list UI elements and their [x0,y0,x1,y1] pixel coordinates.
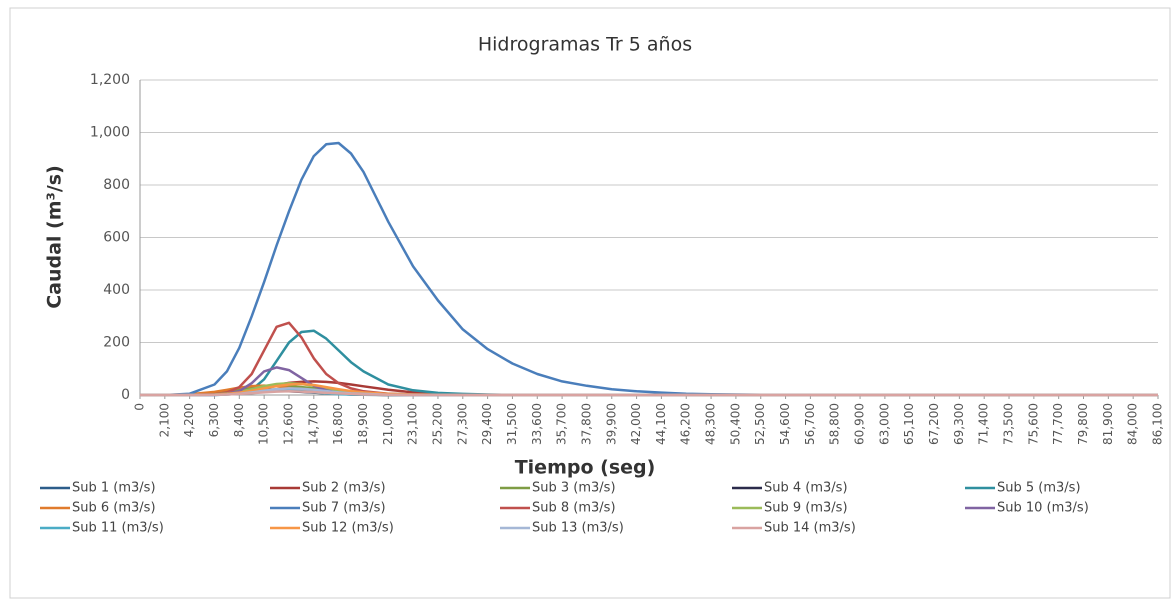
y-tick-label: 1,200 [90,72,130,88]
legend-label: Sub 10 (m3/s) [997,501,1089,516]
x-tick-label: 65,100 [902,403,916,445]
series-line [140,390,1158,397]
x-tick-label: 14,700 [306,403,320,445]
y-tick-label: 1,000 [90,125,130,141]
x-tick-label: 6,300 [207,403,221,437]
x-tick-label: 75,600 [1026,403,1040,445]
x-tick-label: 60,900 [853,403,867,445]
x-tick-label: 39,900 [604,403,618,445]
y-tick-label: 200 [103,335,130,351]
x-tick-label: 16,800 [331,403,345,445]
legend-label: Sub 6 (m3/s) [72,501,156,516]
x-tick-label: 18,900 [356,403,370,445]
x-tick-label: 12,600 [281,403,295,445]
x-tick-label: 86,100 [1151,403,1165,445]
legend-label: Sub 4 (m3/s) [764,481,848,496]
x-tick-label: 52,500 [753,403,767,445]
x-tick-label: 48,300 [704,403,718,445]
x-tick-label: 42,000 [629,403,643,445]
chart-border [9,7,1171,599]
x-tick-label: 27,300 [455,403,469,445]
x-tick-label: 44,100 [654,403,668,445]
x-tick-label: 21,000 [381,403,395,445]
x-tick-label: 63,000 [877,403,891,445]
legend-label: Sub 3 (m3/s) [532,481,616,496]
y-tick-label: 400 [103,282,130,298]
x-tick-label: 37,800 [579,403,593,445]
x-tick-label: 58,800 [828,403,842,445]
legend-label: Sub 9 (m3/s) [764,501,848,516]
legend-label: Sub 1 (m3/s) [72,481,156,496]
x-tick-label: 46,200 [679,403,693,445]
legend-label: Sub 5 (m3/s) [997,481,1081,496]
legend-label: Sub 8 (m3/s) [532,501,616,516]
y-axis-title: Caudal (m³/s) [44,165,66,309]
y-tick-label: 600 [103,230,130,246]
x-tick-label: 2,100 [157,403,171,437]
y-tick-label: 800 [103,177,130,193]
x-tick-label: 73,500 [1002,403,1016,445]
x-tick-label: 10,500 [257,403,271,445]
x-tick-label: 8,400 [232,403,246,437]
x-tick-label: 50,400 [728,403,742,445]
legend-label: Sub 7 (m3/s) [302,501,386,516]
y-tick-label: 0 [121,387,130,403]
x-axis-title: Tiempo (seg) [515,457,656,479]
x-tick-label: 33,600 [530,403,544,445]
x-tick-label: 67,200 [927,403,941,445]
x-tick-label: 81,900 [1101,403,1115,445]
x-tick-label: 79,800 [1076,403,1090,445]
x-tick-label: 29,400 [480,403,494,445]
x-tick-label: 56,700 [803,403,817,445]
x-tick-label: 31,500 [505,403,519,445]
legend-label: Sub 2 (m3/s) [302,481,386,496]
x-tick-label: 35,700 [555,403,569,445]
x-tick-label: 25,200 [430,403,444,445]
x-tick-label: 23,100 [406,403,420,445]
x-tick-label: 71,400 [977,403,991,445]
x-tick-label: 84,000 [1126,403,1140,445]
legend-label: Sub 13 (m3/s) [532,521,624,536]
x-tick-label: 69,300 [952,403,966,445]
x-tick-label: 77,700 [1051,403,1065,445]
legend-label: Sub 11 (m3/s) [72,521,164,536]
legend-label: Sub 12 (m3/s) [302,521,394,536]
chart-title: Hidrogramas Tr 5 años [478,34,692,56]
x-tick-label: 54,600 [778,403,792,445]
x-tick-label: 4,200 [182,403,196,437]
legend-label: Sub 14 (m3/s) [764,521,856,536]
x-tick-label: 0 [133,403,147,411]
